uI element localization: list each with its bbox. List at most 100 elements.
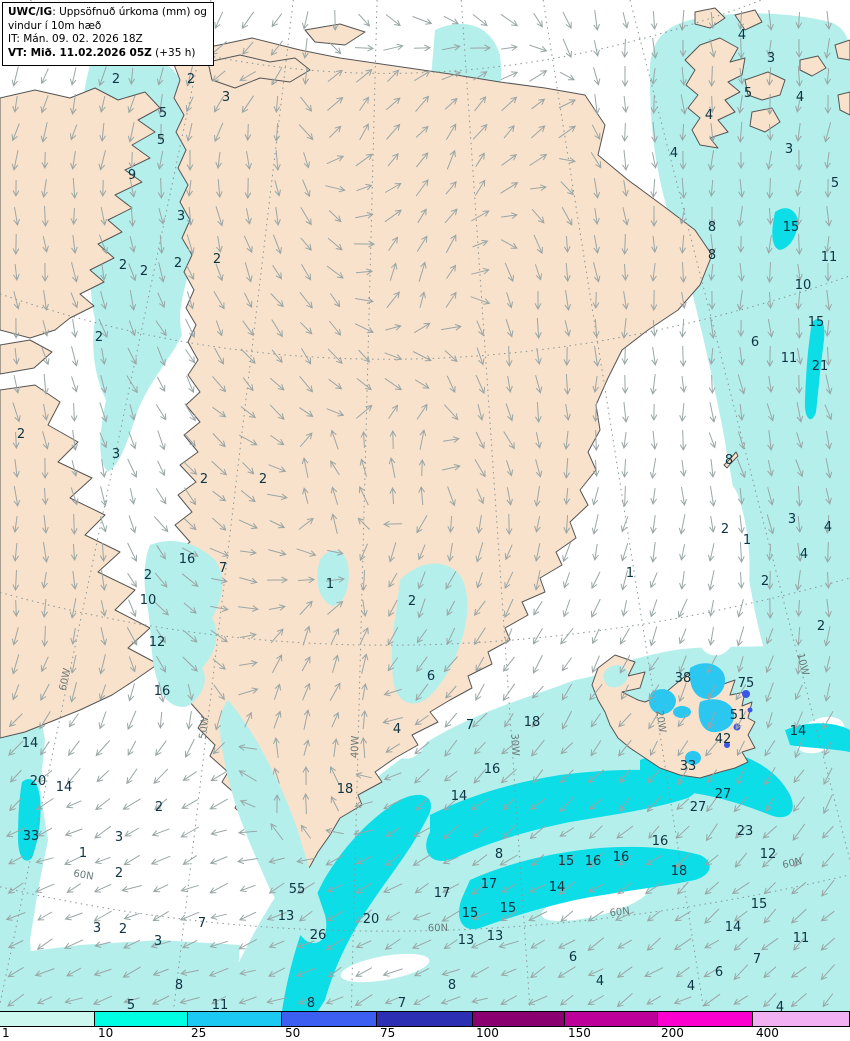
- wind-arrow: [500, 968, 517, 977]
- wind-arrow: [765, 682, 774, 703]
- wind-arrow: [650, 374, 657, 395]
- precip-value-label: 18: [524, 715, 541, 730]
- wind-arrow: [244, 123, 252, 142]
- wind-arrow: [650, 235, 658, 254]
- wind-arrow: [472, 71, 488, 81]
- wind-arrow: [593, 67, 601, 86]
- wind-arrow: [212, 376, 227, 393]
- wind-arrow: [156, 67, 164, 86]
- wind-arrow: [383, 772, 402, 781]
- wind-arrow: [532, 769, 544, 784]
- wind-arrow: [709, 459, 716, 478]
- precip-value-label: 17: [434, 886, 451, 901]
- wind-arrow: [443, 404, 459, 421]
- devon-island: [0, 339, 53, 375]
- wind-arrow: [184, 487, 197, 506]
- wind-arrow: [238, 938, 258, 950]
- wind-arrow: [216, 236, 223, 253]
- wind-arrow: [644, 967, 664, 978]
- wind-arrow: [271, 67, 283, 86]
- wind-arrow: [824, 178, 832, 199]
- wind-arrow: [71, 177, 78, 200]
- wind-arrow: [98, 318, 108, 339]
- wind-arrow: [795, 96, 802, 113]
- wind-arrow: [214, 11, 224, 30]
- precip-value-label: 13: [278, 909, 295, 924]
- wind-arrow: [503, 431, 515, 450]
- wind-arrow: [360, 709, 368, 730]
- wind-arrow: [824, 656, 831, 673]
- wind-arrow: [385, 854, 401, 867]
- wind-arrow: [443, 797, 459, 811]
- wind-arrow: [500, 910, 517, 922]
- wind-arrow: [122, 966, 141, 978]
- wind-arrow: [563, 431, 570, 450]
- wind-arrow: [476, 488, 485, 505]
- wind-arrow: [40, 741, 50, 756]
- wind-arrow: [765, 796, 775, 812]
- wind-arrow: [792, 823, 806, 841]
- wind-arrow: [414, 882, 429, 894]
- wind-arrow: [647, 769, 661, 784]
- wind-arrow: [100, 627, 108, 646]
- wind-arrow: [707, 570, 715, 591]
- wind-arrow: [445, 571, 457, 590]
- wind-arrow: [302, 792, 310, 815]
- wind-arrow: [244, 711, 253, 728]
- wind-arrow: [413, 44, 432, 52]
- wind-arrow: [331, 711, 340, 728]
- wind-arrow: [151, 995, 170, 1005]
- wind-arrow: [621, 122, 629, 143]
- wind-arrow: [679, 544, 686, 561]
- wind-arrow: [535, 348, 542, 365]
- wind-arrow: [820, 910, 835, 922]
- wind-arrow: [443, 15, 460, 25]
- wind-arrow: [763, 966, 777, 978]
- parallel-label: 60N: [73, 868, 95, 882]
- wind-arrow: [734, 852, 748, 868]
- wind-arrow: [474, 179, 486, 196]
- wind-arrow: [790, 993, 807, 1008]
- precip-value-label: 5: [831, 176, 839, 191]
- wind-arrow: [210, 770, 227, 782]
- wind-arrow: [679, 402, 687, 423]
- wind-arrow: [792, 796, 805, 813]
- wind-arrow: [824, 514, 832, 535]
- wind-arrow: [127, 683, 135, 702]
- wind-arrow: [100, 291, 108, 310]
- wind-arrow: [766, 66, 774, 87]
- wind-arrow: [243, 235, 253, 254]
- precip-value-label: 7: [466, 718, 474, 733]
- wind-arrow: [679, 234, 687, 255]
- wind-arrow: [592, 402, 600, 423]
- wind-arrow: [63, 939, 84, 949]
- wind-arrow: [185, 349, 196, 364]
- wind-arrow: [505, 403, 514, 422]
- wind-arrow: [794, 853, 804, 868]
- wind-arrow: [795, 374, 803, 395]
- precip-value-label: 2: [119, 258, 127, 273]
- wind-arrow: [385, 97, 401, 111]
- wind-arrow: [679, 208, 686, 225]
- wind-arrow: [704, 881, 720, 895]
- wind-arrow: [679, 261, 687, 284]
- wind-arrow: [416, 403, 428, 420]
- wind-arrow: [13, 207, 20, 226]
- wind-arrow: [40, 95, 49, 114]
- wind-arrow: [41, 598, 49, 619]
- precip-value-label: 14: [22, 736, 39, 751]
- wind-arrow: [763, 908, 777, 924]
- precip-value-label: 16: [484, 762, 501, 777]
- wind-arrow: [709, 402, 717, 423]
- wind-arrow: [39, 711, 51, 730]
- wind-arrow: [703, 966, 720, 978]
- wind-arrow: [182, 771, 197, 781]
- wind-arrow: [124, 827, 140, 837]
- wind-arrow: [128, 263, 137, 282]
- wind-arrow: [650, 430, 658, 451]
- wind-arrow: [588, 883, 604, 893]
- wind-arrow: [708, 65, 716, 88]
- wind-arrow: [186, 180, 194, 197]
- wind-arrow: [7, 966, 24, 978]
